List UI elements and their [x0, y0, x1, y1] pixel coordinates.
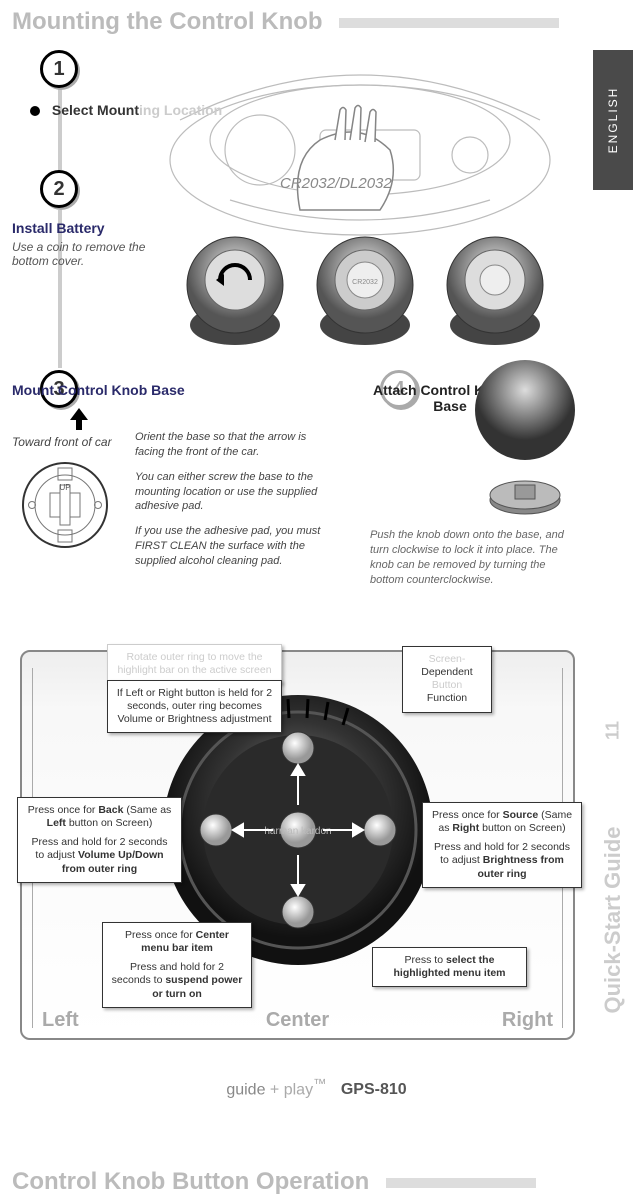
footer-model: GPS-810 — [341, 1081, 407, 1098]
step-2-num: 2 — [53, 178, 64, 201]
orient-p1: Orient the base so that the arrow is fac… — [135, 430, 335, 460]
callout-select-button: Press to select the highlighted menu ite… — [372, 947, 527, 987]
label-right: Right — [502, 1009, 553, 1032]
side-guide-label: Quick-Start Guide — [600, 826, 626, 1013]
callout-rotate-ring: Rotate outer ring to move the highlight … — [107, 644, 282, 684]
arrow-up-icon — [70, 408, 88, 436]
step-1-num: 1 — [53, 58, 64, 81]
co-left-3: (Same as — [123, 804, 171, 816]
label-left: Left — [42, 1009, 79, 1032]
step-connector — [58, 88, 62, 170]
footer-brand2: + play — [265, 1081, 313, 1098]
knob-illustration: CR2032 — [310, 230, 420, 350]
section-title-mounting: Mounting the Control Knob — [0, 0, 633, 40]
callout-screen-t4: Function — [427, 692, 467, 704]
co-center-4: suspend power or turn on — [152, 974, 242, 999]
title-divider — [386, 1178, 536, 1188]
step-1-ghost: ing Location — [139, 102, 222, 118]
callout-screen-t2: Dependent — [421, 666, 472, 678]
co-right-7: Brightness from outer ring — [478, 854, 564, 879]
footer-tm: ™ — [313, 1076, 326, 1091]
step-1-badge: 1 — [40, 50, 78, 88]
attach-knob-illustration — [460, 360, 590, 530]
co-left-2: Back — [98, 804, 123, 816]
callout-hold: If Left or Right button is held for 2 se… — [107, 680, 282, 733]
up-label: UP — [59, 483, 70, 492]
callout-right-button: Press once for Source (Same as Right but… — [422, 802, 582, 888]
step-1-label-text: Select Mount — [52, 102, 139, 118]
step-2-sub: Use a coin to remove the bottom cover. — [12, 240, 172, 268]
section-title-operation: Control Knob Button Operation — [0, 1160, 536, 1200]
orient-instructions: Orient the base so that the arrow is fac… — [135, 430, 335, 579]
section-title-mounting-text: Mounting the Control Knob — [12, 8, 323, 35]
co-right-4: Right — [452, 822, 479, 834]
base-disc-illustration: UP — [20, 460, 110, 550]
co-left-4: Left — [47, 817, 66, 829]
knob-illustration — [440, 230, 550, 350]
step-3-title: Mount Control Knob Base — [12, 382, 185, 398]
callout-screen-button: Screen-Dependent Button Function — [402, 646, 492, 713]
callout-hold-text: If Left or Right button is held for 2 se… — [117, 687, 272, 725]
toward-front-label: Toward front of car — [12, 435, 112, 449]
step-2-title: Install Battery — [12, 220, 172, 236]
orient-p3: If you use the adhesive pad, you must FI… — [135, 524, 335, 569]
section-title-operation-text: Control Knob Button Operation — [12, 1168, 369, 1195]
co-left-7: Volume Up/Down from outer ring — [62, 849, 164, 874]
callout-center-button: Press once for Center menu bar item Pres… — [102, 922, 252, 1008]
page-footer: guide + play™ GPS-810 — [0, 1076, 633, 1099]
knob-operation-diagram: harman kardon Rotate outer ring to move … — [20, 650, 575, 1040]
co-left-1: Press once for — [28, 804, 99, 816]
page-number: 11 — [603, 721, 624, 740]
label-center: Center — [266, 1009, 329, 1032]
co-left-5: button on Screen) — [66, 817, 152, 829]
step-2-text: Install Battery Use a coin to remove the… — [12, 220, 172, 268]
knob-illustration — [180, 230, 290, 350]
bullet-icon — [30, 106, 40, 116]
step-1-label: Select Mounting Location — [30, 102, 222, 118]
callout-rotate-text: Rotate outer ring to move the highlight … — [117, 651, 271, 676]
brand-text: harman kardon — [264, 826, 331, 837]
mounting-diagram: CR2032/DL2032 CR2032 — [0, 40, 633, 400]
dashboard-illustration — [160, 40, 560, 240]
battery-model-label: CR2032/DL2032 — [280, 175, 392, 192]
callout-screen-t3: Button — [432, 679, 462, 691]
co-right-1: Press once for — [432, 809, 503, 821]
step-2-badge: 2 — [40, 170, 78, 208]
co-center-1: Press once for — [125, 929, 196, 941]
svg-text:CR2032: CR2032 — [352, 279, 378, 286]
attach-instructions: Push the knob down onto the base, and tu… — [370, 528, 580, 587]
footer-brand1: guide — [226, 1081, 265, 1098]
co-right-5: button on Screen) — [479, 822, 565, 834]
side-panel: 11 Quick-Start Guide — [593, 720, 633, 1070]
title-divider — [339, 18, 559, 28]
co-select-1: Press to — [405, 954, 446, 966]
callout-screen-t1: Screen- — [429, 653, 466, 665]
callout-left-button: Press once for Back (Same as Left button… — [17, 797, 182, 883]
battery-knob-row: CR2032 — [180, 230, 550, 350]
co-right-2: Source — [503, 809, 539, 821]
orient-p2: You can either screw the base to the mou… — [135, 470, 335, 515]
